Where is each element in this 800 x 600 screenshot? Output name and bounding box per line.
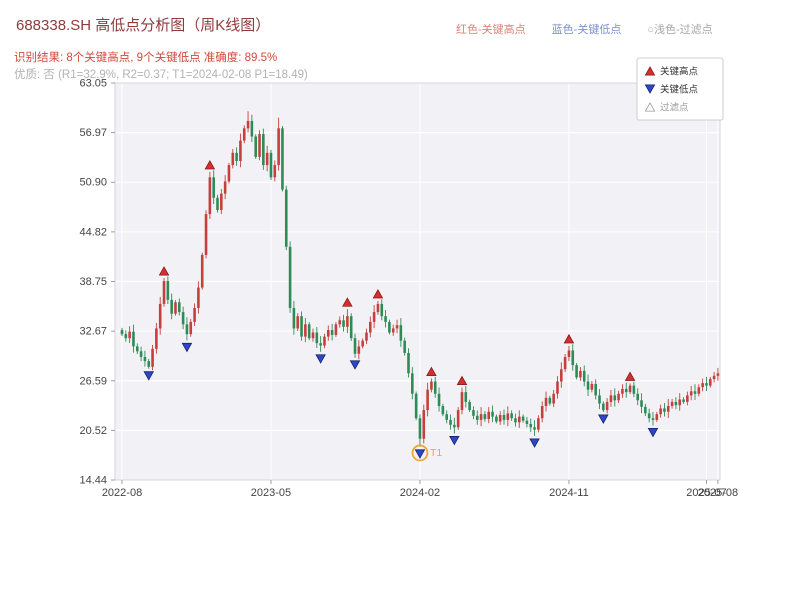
svg-text:2024-11: 2024-11 [549, 487, 589, 499]
legend-item-label: 关键高点 [660, 66, 699, 78]
key-low-marker [414, 449, 426, 459]
legend-blue-low-label: 蓝色-关键低点 [551, 24, 622, 36]
svg-text:14.44: 14.44 [79, 475, 107, 487]
legend-box [636, 57, 724, 121]
svg-text:2022-08: 2022-08 [102, 487, 142, 499]
t1-annotation: T1 [411, 444, 442, 462]
legend-key-low-icon [644, 84, 656, 94]
svg-text:38.75: 38.75 [79, 276, 107, 288]
y-axis: 63.05 56.97 50.90 44.82 38.75 32.67 26.59 20.52… [79, 78, 115, 487]
svg-text:20.52: 20.52 [79, 425, 107, 437]
svg-text:26.59: 26.59 [79, 375, 107, 387]
key-high-marker [624, 371, 636, 381]
key-low-marker [449, 436, 460, 446]
key-high-marker [342, 297, 353, 307]
key-high-marker [563, 333, 575, 344]
t1-circle-icon [411, 444, 429, 462]
key-high-markers [158, 159, 636, 385]
svg-text:44.82: 44.82 [79, 226, 107, 238]
key-high-marker [158, 266, 170, 276]
key-low-marker [181, 342, 193, 353]
legend-key-high-icon [644, 66, 656, 76]
key-high-marker [456, 375, 468, 385]
page-title: 688338.SH 高低点分析图（周K线图） [16, 17, 271, 34]
svg-text:2023-05: 2023-05 [251, 487, 291, 499]
legend-filtered-label: ○浅色-过滤点 [647, 24, 713, 36]
key-low-marker [349, 360, 361, 370]
legend-red-high-label: 红色-关键高点 [456, 24, 526, 36]
key-low-marker [598, 414, 609, 424]
legend-item-label: 关键低点 [660, 84, 699, 96]
candlestick-series [120, 111, 720, 447]
svg-text:2025-08: 2025-08 [698, 487, 738, 499]
svg-text:2025-07: 2025-07 [686, 487, 726, 499]
recognition-result: 识别结果: 8个关键高点, 9个关键低点 准确度: 89.5% [14, 52, 278, 64]
key-low-markers [143, 342, 659, 459]
t1-label: T1 [430, 447, 442, 459]
key-low-marker [143, 371, 155, 381]
legend-item-label: 过滤点 [660, 102, 689, 114]
svg-text:63.05: 63.05 [79, 78, 107, 90]
x-axis: 2022-08 2023-05 2024-02 2024-11 2025-072025-… [102, 480, 738, 499]
color-legend: 红色-关键高点 蓝色-关键低点 ○浅色-过滤点 [456, 21, 713, 37]
key-high-marker [426, 366, 437, 376]
legend-filtered-icon [644, 102, 656, 112]
svg-text:2024-02: 2024-02 [400, 487, 440, 499]
key-high-marker [372, 288, 384, 299]
quality-line: 优质: 否 (R1=32.9%, R2=0.37; T1=2024-02-08 … [14, 69, 308, 81]
key-low-marker [315, 354, 326, 364]
svg-text:50.90: 50.90 [79, 177, 107, 189]
key-high-marker [204, 159, 216, 170]
svg-text:32.67: 32.67 [79, 326, 107, 338]
svg-text:56.97: 56.97 [79, 127, 107, 139]
key-low-marker [647, 427, 659, 438]
key-low-marker [529, 438, 540, 448]
